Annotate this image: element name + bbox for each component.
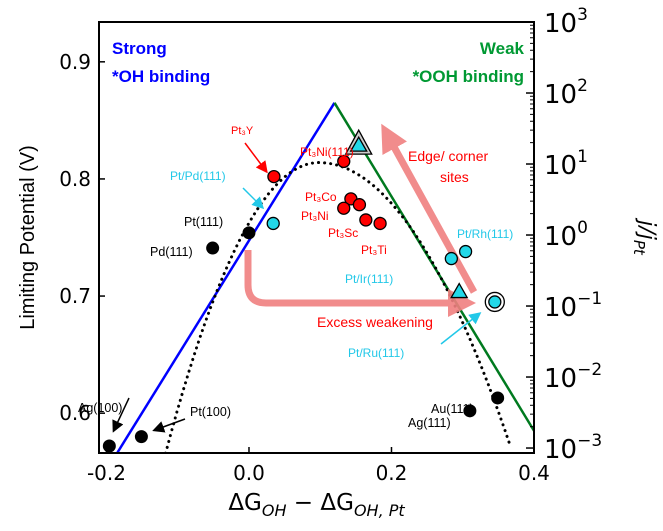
pt100-pointer-arrow: [152, 418, 186, 433]
strong-label-line1: Strong: [112, 39, 167, 58]
point-label: Pt/Ru(111): [348, 346, 404, 360]
y2-tick-label: 102: [544, 76, 588, 110]
point-label: Pt₃Co: [305, 190, 337, 204]
data-point: [206, 241, 220, 255]
y2-tick-base: 10: [544, 435, 577, 465]
y2-axis-title: j/jPt: [630, 217, 659, 256]
data-point: [359, 213, 373, 227]
edge-corner-label-line2: sites: [440, 169, 469, 185]
data-point: [242, 226, 256, 240]
data-point: [134, 430, 148, 444]
x-title-part2: − ΔG: [287, 490, 354, 516]
y2-tick-exp: −1: [577, 289, 602, 309]
y2-tick-base: 10: [544, 151, 577, 181]
y2-tick-exp: 0: [577, 218, 588, 238]
y-tick-label: 0.9: [59, 50, 91, 74]
x-title-part1: ΔG: [228, 490, 262, 516]
ptru-pointer-arrow: [440, 312, 482, 345]
point-label: Pt₃Y: [231, 125, 254, 137]
y-tick-label: 0.8: [59, 167, 91, 191]
data-point: [337, 201, 351, 215]
y2-tick-base: 10: [544, 222, 577, 252]
y2-tick-base: 10: [544, 9, 577, 39]
y2-tick-label: 10−1: [544, 289, 602, 323]
x-tick-label: -0.2: [87, 461, 126, 485]
point-label: Pt₃Sc: [328, 226, 358, 240]
plot-frame: [98, 21, 535, 454]
triangle-marker: [450, 282, 469, 299]
point-label: Pt/Ir(111): [345, 272, 393, 286]
y2-tick-base: 10: [544, 293, 577, 323]
edge-corner-label-line1: Edge/ corner: [408, 148, 488, 164]
y2-tick-exp: 1: [577, 147, 588, 167]
pt3y-pointer-arrow: [244, 142, 268, 174]
y2-tick-exp: 2: [577, 76, 588, 96]
y2-tick-base: 10: [544, 80, 577, 110]
point-label: Pt₃Ni(111): [300, 145, 354, 159]
y2-title-main: j/j: [634, 217, 659, 241]
weak-label-line2: *OOH binding: [413, 67, 524, 86]
point-label: Pt(111): [184, 215, 223, 229]
excess-weakening-label: Excess weakening: [317, 314, 433, 330]
point-label: Ag(111): [408, 416, 451, 430]
triangle-marker: [349, 135, 368, 152]
data-point: [458, 244, 473, 259]
data-point: [266, 216, 280, 231]
y2-tick-base: 10: [544, 364, 577, 394]
x-title-sub2: OH, Pt: [354, 501, 405, 520]
y2-tick-exp: −2: [577, 360, 602, 380]
y2-title-sub: Pt: [630, 240, 648, 256]
y2-tick-label: 10−2: [544, 360, 602, 394]
point-label: Pt/Pd(111): [170, 169, 226, 183]
data-point: [463, 404, 477, 418]
data-point: [373, 216, 387, 231]
x-tick-label: 0.2: [376, 461, 408, 485]
y2-tick-exp: −3: [577, 431, 602, 451]
y2-tick-label: 103: [544, 5, 588, 39]
point-label: Pt₃Ni: [301, 209, 329, 223]
edge-corner-arrow: [381, 123, 478, 294]
y2-tick-exp: 3: [577, 5, 588, 25]
ptpd-pointer-arrow: [242, 187, 265, 210]
strong-oh-binding-line: [116, 102, 336, 453]
point-label: Au(111): [431, 402, 474, 416]
point-label: Pt/Rh(111): [457, 227, 513, 241]
excess-weakening-arrow: [244, 250, 476, 317]
strong-label-line2: *OH binding: [112, 67, 210, 86]
point-label: Pd(111): [150, 245, 193, 259]
ag100-pointer-arrow: [112, 397, 130, 433]
data-point: [491, 391, 505, 405]
data-point: [267, 169, 281, 184]
data-point: [444, 251, 458, 266]
data-point: [337, 154, 351, 169]
x-title-sub1: OH: [262, 501, 287, 520]
point-label: Pt₃Ti: [361, 243, 387, 257]
y-tick-label: 0.6: [59, 401, 91, 425]
y2-tick-label: 101: [544, 147, 588, 181]
y-axis-title: Limiting Potential (V): [17, 145, 39, 330]
x-tick-label: 0.4: [518, 461, 550, 485]
data-point: [488, 295, 502, 309]
x-tick-label: 0.0: [233, 461, 265, 485]
weak-label-line1: Weak: [480, 39, 525, 58]
weak-ooh-binding-line: [333, 102, 534, 432]
x-axis-title: ΔGOH − ΔGOH, Pt: [228, 490, 405, 520]
y2-tick-label: 10−3: [544, 431, 602, 465]
data-point: [102, 439, 116, 453]
point-label: Ag(100): [78, 401, 122, 415]
point-label: Pt(100): [190, 405, 231, 419]
y-tick-label: 0.7: [59, 284, 91, 308]
data-point: [352, 198, 367, 212]
y2-tick-label: 100: [544, 218, 588, 252]
